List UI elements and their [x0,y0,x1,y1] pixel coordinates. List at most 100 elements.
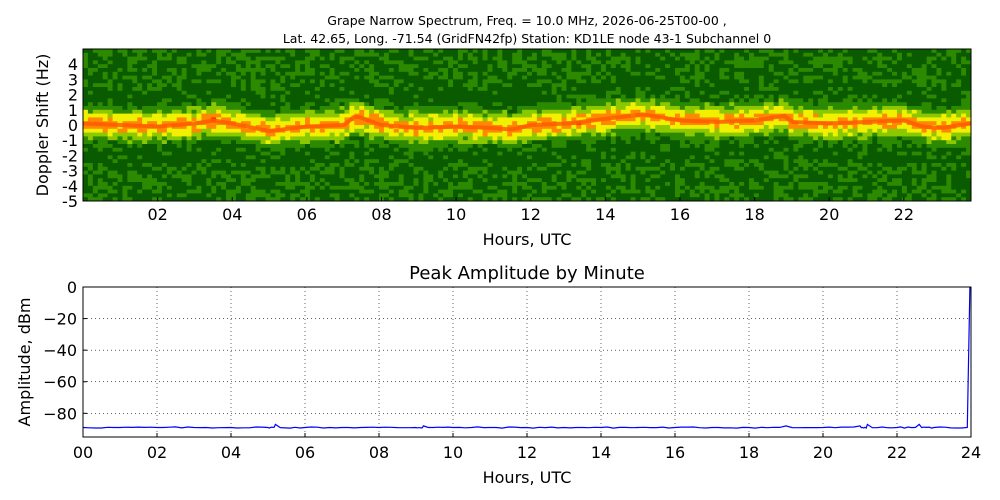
spectrogram-cell [354,178,360,183]
spectrogram-cell [87,87,94,92]
spectrogram-cell [467,60,474,65]
spectrogram-cell [122,87,128,92]
spectrogram-cell [226,83,232,88]
spectrogram-cell [591,144,597,149]
spectrogram-cell [265,147,271,152]
spectrogram-cell [290,60,296,65]
spectrogram-cell [605,83,612,88]
spectrogram-cell [670,60,676,65]
spectrogram-cell [507,64,513,69]
spectrogram-cell [87,132,94,137]
spectrogram-cell [502,87,508,92]
spectrogram-cell [620,79,627,84]
spectrogram-cell [186,182,192,187]
spectrogram-cell [438,106,444,111]
spectrogram-cell [216,159,222,164]
spectrogram-cell [369,170,375,175]
spectrogram-cell [176,170,183,175]
spectrogram-cell [369,102,375,107]
spectrogram-cell [531,144,538,149]
spectrogram-cell [615,125,622,130]
spectrogram-cell [492,189,498,194]
spectrogram-cell [457,197,464,202]
spectrogram-cell [191,178,197,183]
spectrogram-cell [379,125,385,130]
spectrogram-cell [290,147,296,152]
spectrogram-cell [497,185,503,190]
spectrogram-cell [349,49,355,54]
spectrogram-cell [285,155,291,160]
spectrogram-cell [556,113,562,118]
spectrogram-cell [694,144,701,149]
spectrogram-cell [270,117,276,122]
spectrogram-cell [186,106,192,111]
spectrogram-cell [245,49,252,54]
spectrogram-cell [285,71,291,76]
spectrogram-cell [147,113,153,118]
spectrogram-cell [211,106,217,111]
spectrogram-cell [467,68,474,73]
spectrogram-cell [482,71,488,76]
spectrogram-cell [142,170,148,175]
spectrogram-cell [620,109,627,114]
spectrogram-cell [566,155,572,160]
spectrogram-cell [161,52,168,57]
spectrogram-cell [280,132,286,137]
spectrogram-cell [324,144,331,149]
spectrogram-cell [591,56,597,61]
spectrogram-cell [250,90,257,95]
spectrogram-cell [531,128,538,133]
spectrogram-cell [309,121,316,126]
spectrogram-cell [566,113,572,118]
spectrogram-cell [369,182,375,187]
spectrogram-cell [591,166,597,171]
spectrogram-cell [339,49,345,54]
spectrogram-cell [492,83,498,88]
spectrogram-cell [670,182,676,187]
spectrogram-cell [630,170,636,175]
spectrogram-cell [403,128,409,133]
spectrogram-cell [369,166,375,171]
spectrogram-cell [453,75,459,80]
spectrogram-cell [482,163,488,168]
spectrogram-cell [462,144,469,149]
spectrogram-cell [556,125,562,130]
spectrogram-cell [369,132,375,137]
spectrogram-cell [536,102,543,107]
spectrogram-cell [408,87,414,92]
spectrogram-cell [502,113,508,118]
spectrogram-cell [152,140,158,145]
spectrogram-cell [571,113,577,118]
spectrogram-cell [546,113,553,118]
spectrogram-cell [309,147,316,152]
spectrogram-cell [428,189,434,194]
spectrogram-cell [324,75,331,80]
spectrogram-cell [107,56,113,61]
spectrogram-cell [364,79,370,84]
spectrogram-cell [660,178,666,183]
spectrogram-cell [655,174,661,179]
spectrogram-cell [536,90,543,95]
spectrogram-cell [561,68,567,73]
spectrogram-cell [635,193,641,198]
spectrogram-cell [586,121,592,126]
spectrogram-cell [147,185,153,190]
spectrogram-cell [196,132,202,137]
spectrogram-cell [670,193,676,198]
spectrogram-cell [556,87,562,92]
spectrogram-cell [467,170,474,175]
spectrogram-cell [536,49,543,54]
spectrogram-cell [374,71,380,76]
spectrogram-cell [166,52,173,57]
spectrogram-cell [561,56,567,61]
spectrogram-cell [546,52,553,57]
spectrogram-cell [423,197,429,202]
spectrogram-cell [670,170,676,175]
spectrogram-cell [364,185,370,190]
spectrogram-cell [487,151,493,156]
spectrogram-cell [161,94,168,99]
spectrogram-cell [166,185,173,190]
spectrogram-cell [324,113,331,118]
spectrogram-cell [472,109,479,114]
spectrogram-cell [275,140,281,145]
